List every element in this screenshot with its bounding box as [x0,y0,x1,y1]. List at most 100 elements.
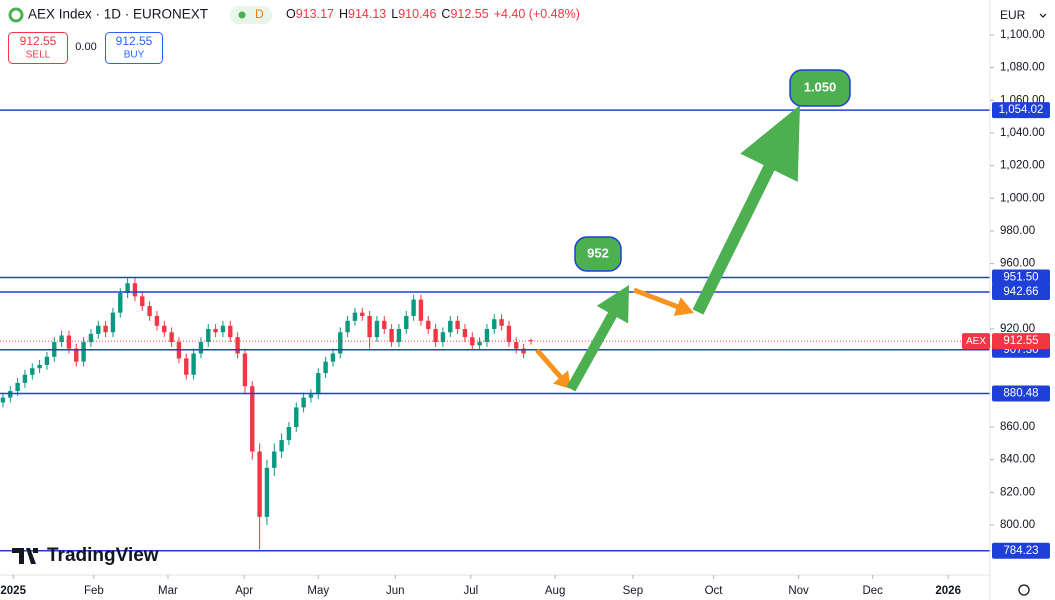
forecast-arrow [535,348,571,389]
candle-body [477,342,482,346]
candle-body [250,386,255,452]
x-tick-label: May [307,585,329,597]
candle-body [514,342,519,349]
x-tick-label: Aug [545,585,565,597]
ohlc-change: +4.40 (+0.48%) [494,7,580,21]
candle-body [396,328,402,343]
candle-body [338,332,343,354]
candle-body [184,358,189,375]
y-tick-label: 820.00 [1000,486,1035,498]
ohlc-key: C [441,7,450,21]
y-tick-label: 1,080.00 [1000,62,1045,74]
forecast-arrow [633,287,694,316]
ohlc-legend: O913.17 H914.13 L910.46 C912.55 +4.40 (+0.48… [286,7,580,21]
candle-body [484,328,490,343]
dropdown-caret [1039,13,1047,18]
x-tick-label: Mar [158,585,178,597]
candle-body [257,451,262,517]
candle-body [147,306,152,316]
candle-body [323,361,328,374]
candle-body [330,353,336,362]
candle-body [206,328,211,343]
level-tag [992,542,1050,559]
ohlc-value: 914.13 [348,7,386,21]
annotation-text: 952 [587,245,609,260]
candle-body [15,382,20,392]
candle-body [279,440,284,452]
candle-body [440,332,446,343]
currency-selector[interactable]: EUR [1000,8,1026,22]
x-tick-label: Oct [705,585,724,597]
candle-body [499,319,504,326]
buy-button[interactable] [105,32,163,64]
candle-body [470,337,475,346]
candle-body [316,373,321,395]
candle-body [272,451,277,468]
candle-body [264,467,270,517]
sell-label: SELL [26,50,51,61]
logo-text: TradingView [47,545,159,566]
level-tag [992,283,1050,300]
candle-body [44,356,50,365]
x-tick-label: Dec [862,585,883,597]
ohlc-key: L [391,7,398,21]
y-tick-label: 1,100.00 [1000,29,1045,41]
candle-body [110,312,116,333]
symbol-title: AEX Index · 1D · EURONEXT [28,7,208,22]
candle-body [455,320,460,329]
level-label: 1,054.02 [999,104,1044,116]
x-tick-label: 2026 [935,585,961,597]
last-price-tag [992,333,1050,350]
level-tag [992,269,1050,286]
y-tick-label: 920.00 [1000,323,1035,335]
buy-price: 912.55 [116,34,153,48]
forecast-arrow [692,105,800,315]
candle-body [125,283,130,294]
candle-body [404,315,409,329]
last-price-label: 912.55 [1003,335,1038,347]
candle-body [88,333,94,343]
y-tick-label: 860.00 [1000,421,1035,433]
candle-body [382,320,387,329]
candle-body [286,427,292,441]
candle-body [0,397,6,403]
candle-body [37,364,42,369]
flag-dot [238,11,246,19]
candle-body [30,368,35,375]
settings-icon[interactable] [1018,584,1030,596]
y-tick-label: 1,020.00 [1000,160,1045,172]
sell-button[interactable] [8,32,68,64]
candle-body [191,353,196,375]
candle-body [118,293,123,313]
candle-body [22,374,28,383]
y-tick-label: 980.00 [1000,225,1035,237]
level-label: 951.50 [1003,272,1038,284]
ohlc-value: 912.55 [450,7,488,21]
x-tick-label: Sep [623,585,643,597]
x-tick-label: Jun [386,585,405,597]
x-tick-label: Apr [235,585,253,597]
x-tick-label: Feb [84,585,104,597]
candle-body [162,325,167,333]
candle-body [132,283,138,297]
candle-body [433,328,438,343]
candle-body [521,348,526,354]
candle-body [154,315,160,326]
y-tick-label: 960.00 [1000,258,1035,270]
ohlc-key: H [339,7,348,21]
candle-body [506,325,512,343]
candle-body [418,299,424,321]
flag-pill [230,6,272,24]
candle-body [81,342,86,362]
candle-body [462,328,468,338]
buy-label: BUY [124,50,145,61]
candle-body [411,299,416,316]
candle-body [389,328,394,343]
candle-body [352,312,358,321]
sell-price: 912.55 [20,34,57,48]
x-tick-label: 2025 [0,585,26,597]
candle-body [242,353,248,387]
candle-body [103,325,108,333]
flag: D [255,7,264,21]
